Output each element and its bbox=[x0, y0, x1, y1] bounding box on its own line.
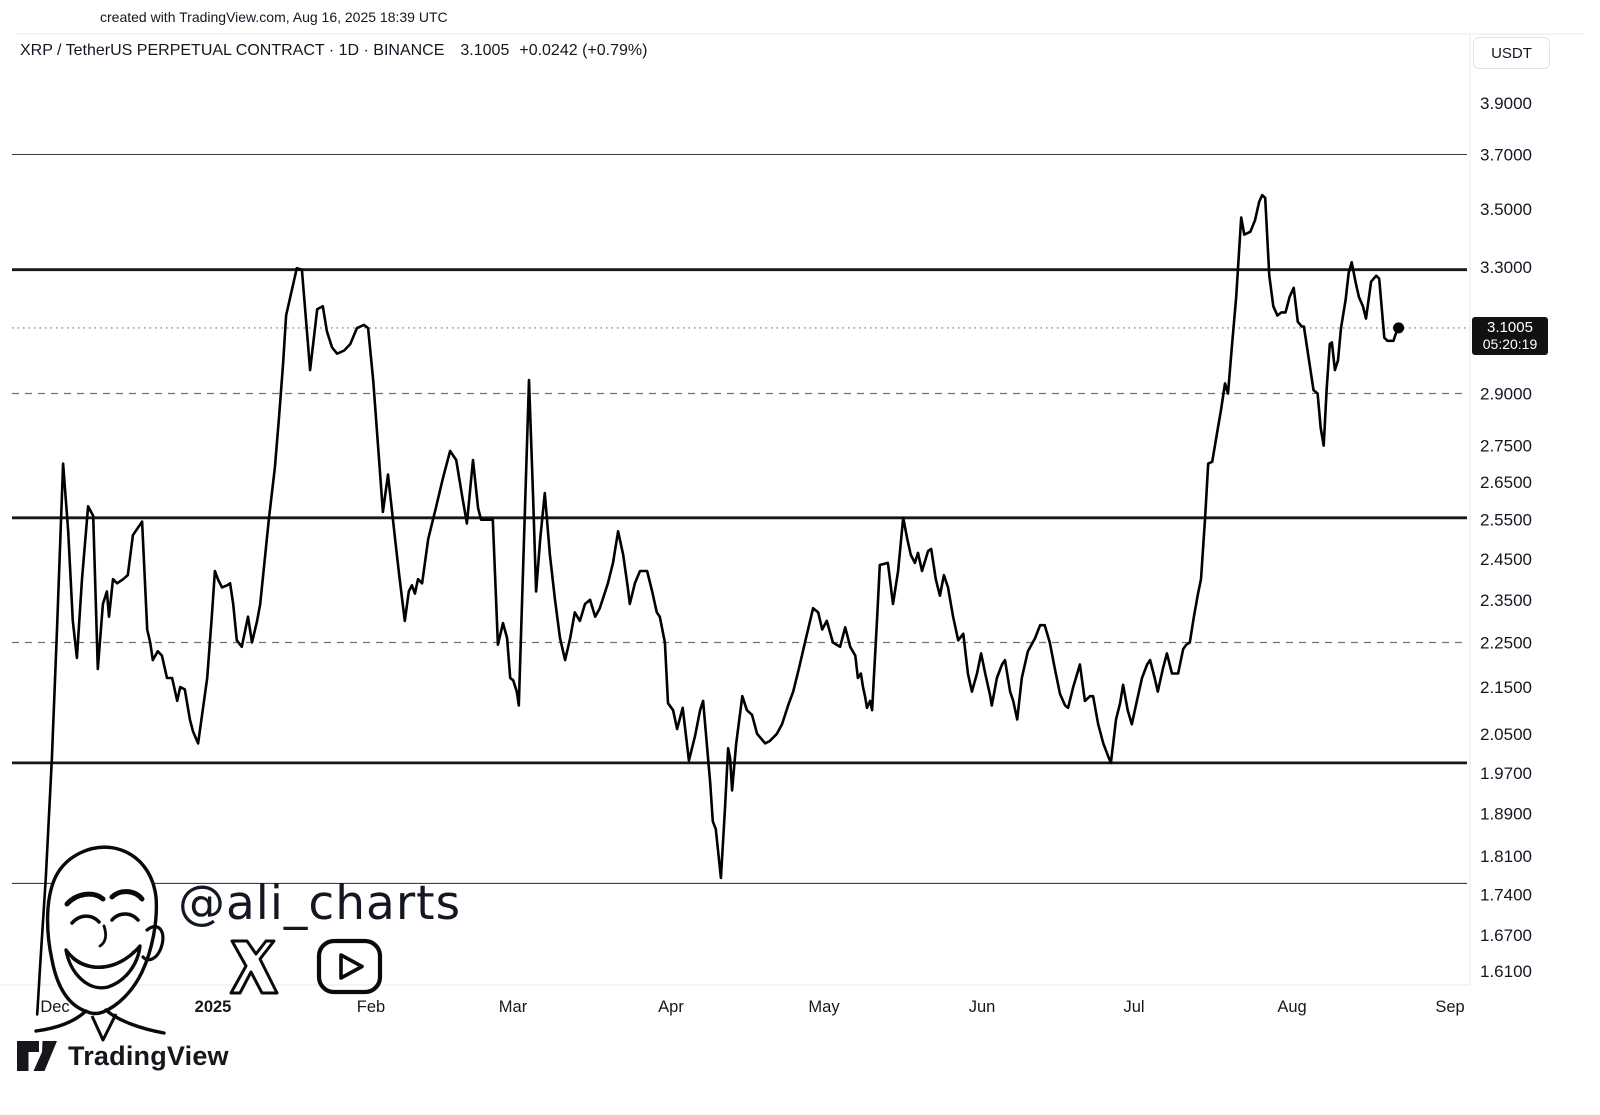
youtube-icon bbox=[316, 938, 383, 995]
x-axis-tick-label[interactable]: Mar bbox=[499, 998, 528, 1016]
x-axis-tick-label[interactable]: Jul bbox=[1123, 998, 1144, 1016]
y-axis-tick-label[interactable]: 2.3500 bbox=[1480, 591, 1532, 610]
bar-countdown: 05:20:19 bbox=[1482, 336, 1538, 352]
x-axis-tick-label[interactable]: Dec bbox=[40, 998, 69, 1016]
y-axis-tick-label[interactable]: 2.7500 bbox=[1480, 437, 1532, 456]
watermark-group: @ali_charts bbox=[34, 845, 461, 1042]
y-axis-tick-label[interactable]: 2.0500 bbox=[1480, 725, 1532, 744]
face-nose bbox=[98, 924, 108, 948]
y-axis-tick-label[interactable]: 2.4500 bbox=[1480, 550, 1532, 569]
face-left-eyebrow bbox=[64, 891, 106, 907]
y-axis-tick-label[interactable]: 1.6100 bbox=[1480, 962, 1532, 981]
x-axis-tick-label[interactable]: May bbox=[808, 998, 840, 1016]
y-axis-tick-label[interactable]: 3.5000 bbox=[1480, 200, 1532, 219]
x-social-icon bbox=[229, 939, 279, 995]
last-price-dot bbox=[1393, 322, 1405, 334]
y-axis-tick-label[interactable]: 2.9000 bbox=[1480, 385, 1532, 404]
chart-legend[interactable]: XRP / TetherUS PERPETUAL CONTRACT · 1D ·… bbox=[20, 42, 647, 60]
y-axis-tick-label[interactable]: 1.7400 bbox=[1480, 886, 1532, 905]
symbol-title[interactable]: XRP / TetherUS PERPETUAL CONTRACT · 1D ·… bbox=[20, 42, 445, 59]
x-axis-tick-label[interactable]: Apr bbox=[658, 998, 684, 1016]
last-price: 3.1005 bbox=[460, 42, 510, 59]
price-series-line bbox=[35, 193, 1400, 1016]
badge-price: 3.1005 bbox=[1487, 319, 1533, 336]
y-axis-tick-label[interactable]: 1.9700 bbox=[1480, 764, 1532, 783]
face-right-eye-closed bbox=[110, 912, 140, 922]
face-right-eyebrow bbox=[109, 889, 145, 902]
x-axis-tick-label[interactable]: Jun bbox=[969, 998, 996, 1016]
face-collar bbox=[90, 1013, 118, 1042]
tradingview-brand-text: TradingView bbox=[68, 1040, 229, 1071]
currency-toggle-button[interactable]: USDT bbox=[1473, 37, 1550, 69]
tradingview-brand[interactable]: TradingView bbox=[16, 1040, 229, 1072]
x-axis-tick-label[interactable]: Sep bbox=[1435, 998, 1464, 1016]
y-axis-tick-label[interactable]: 3.3000 bbox=[1480, 258, 1532, 277]
face-left-eye-closed bbox=[70, 914, 101, 925]
y-axis-tick-label[interactable]: 1.6700 bbox=[1480, 926, 1532, 945]
face-right-shoulder bbox=[104, 1008, 166, 1035]
tradingview-logo-icon bbox=[17, 1041, 57, 1071]
y-axis-tick-label[interactable]: 2.6500 bbox=[1480, 473, 1532, 492]
y-axis-tick-label[interactable]: 2.1500 bbox=[1480, 678, 1532, 697]
last-price-badge[interactable]: 3.1005 05:20:19 bbox=[1472, 317, 1548, 355]
face-left-shoulder bbox=[34, 1009, 88, 1033]
y-axis-tick-label[interactable]: 2.2500 bbox=[1480, 634, 1532, 653]
price-change: +0.0242 (+0.79%) bbox=[519, 42, 648, 59]
y-axis-tick-label[interactable]: 3.9000 bbox=[1480, 94, 1532, 113]
face-ear bbox=[141, 925, 165, 962]
watermark-handle-text: @ali_charts bbox=[178, 876, 461, 931]
x-axis-tick-label[interactable]: Feb bbox=[357, 998, 385, 1016]
youtube-play-icon bbox=[339, 953, 364, 980]
y-axis-tick-label[interactable]: 3.7000 bbox=[1480, 146, 1532, 165]
attribution-text: created with TradingView.com, Aug 16, 20… bbox=[100, 9, 448, 25]
x-axis-tick-label[interactable]: 2025 bbox=[195, 998, 232, 1016]
y-axis-tick-label[interactable]: 2.5500 bbox=[1480, 511, 1532, 530]
y-axis-tick-label[interactable]: 1.8900 bbox=[1480, 805, 1532, 824]
y-axis-tick-label[interactable]: 1.8100 bbox=[1480, 847, 1532, 866]
face-teeth-line bbox=[71, 950, 135, 970]
x-axis-tick-label[interactable]: Aug bbox=[1277, 998, 1306, 1016]
